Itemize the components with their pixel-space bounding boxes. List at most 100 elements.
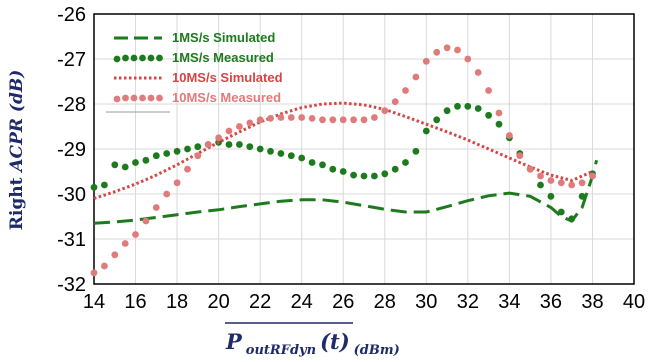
series-point [391,98,399,106]
series-point [121,163,129,171]
series-point [194,143,202,151]
series-line-0 [93,159,599,225]
series-point [256,145,264,153]
y-tick-label: -27 [57,49,86,71]
x-tick-label: 26 [332,291,354,313]
series-point [568,215,576,223]
series-point [184,145,191,153]
series-point [339,168,347,175]
series-group [90,44,599,277]
series-point [495,120,503,128]
series-point [339,116,347,124]
series-point [537,181,544,189]
y-axis-label-prefix: Right [7,177,27,230]
legend-swatch-dot [156,54,163,62]
series-point [329,165,337,173]
x-axis-label-arg: (t) [320,329,350,354]
series-point [215,134,223,142]
series-point [443,44,451,52]
series-point [267,147,274,155]
series-point [516,152,524,160]
x-tick-label: 34 [498,291,520,313]
series-point [308,159,316,166]
legend-label-2: 10MS/s Simulated [172,70,283,85]
series-point [474,69,482,76]
legend-swatch-dot [147,54,155,62]
series-point [319,161,326,169]
x-tick-label: 38 [581,291,603,313]
series-point [121,240,129,247]
legend-swatch-dot [147,94,155,102]
x-axis-label-unit: (dBm) [354,343,400,358]
series-point [381,107,389,115]
series-point [173,147,181,155]
series-point [381,170,389,178]
x-tick-label: 14 [83,291,105,313]
series-point [547,192,555,200]
series-point [194,152,202,160]
series-point [329,116,337,124]
series-point [402,159,409,166]
series-point [557,208,565,216]
legend-swatch-1 [113,54,163,63]
series-point [371,172,378,180]
series-point [246,143,254,151]
series-point [163,190,171,198]
legend-swatch-dot [122,54,129,62]
y-tick-label: -30 [57,184,86,206]
legend-swatch-dot [130,94,138,102]
x-tick-label: 28 [374,291,396,313]
x-tick-label: 36 [540,291,562,313]
series-point [298,114,306,121]
svg-text:P outRFdyn (t): P outRFdyn (t) (dBm) [225,329,400,358]
series-point [391,165,399,173]
series-point [308,115,316,122]
series-point [236,123,243,130]
series-point [225,127,233,135]
series-point [589,172,596,180]
series-point [360,172,368,180]
y-tick-label: -26 [57,4,86,26]
series-point [111,251,119,259]
series-point [422,57,430,65]
series-point [287,114,295,121]
series-point [142,217,150,225]
series-point [402,87,409,94]
series-point [547,177,555,184]
series-0 [93,159,599,225]
series-point [454,102,461,110]
series-point [246,119,254,127]
series-point [184,165,191,173]
series-point [163,150,171,157]
legend-swatch-dot [113,55,121,63]
series-point [578,192,586,200]
series-point [464,55,472,63]
x-tick-label: 40 [623,291,645,313]
series-point [267,115,274,122]
series-point [101,181,108,189]
series-point [142,156,150,164]
series-point [464,102,472,110]
legend-swatch-dot [139,54,146,62]
series-point [485,111,492,119]
x-tick-label: 16 [124,291,146,313]
series-point [371,114,378,121]
y-tick-label: -31 [57,229,86,251]
series-point [433,116,441,124]
series-point [90,269,98,277]
series-point [412,147,420,155]
series-point [578,179,586,187]
series-point [236,141,243,148]
legend-swatch-3 [113,94,163,103]
x-axis-label-sub: outRFdyn [246,343,316,358]
x-tick-label: 22 [249,291,271,313]
series-point [152,152,160,160]
x-tick-label: 30 [415,291,437,313]
x-tick-label: 18 [166,291,188,313]
series-point [568,181,576,189]
series-3 [90,44,596,277]
series-point [298,154,306,162]
legend-swatch-dot [139,94,146,102]
series-point [277,114,285,121]
